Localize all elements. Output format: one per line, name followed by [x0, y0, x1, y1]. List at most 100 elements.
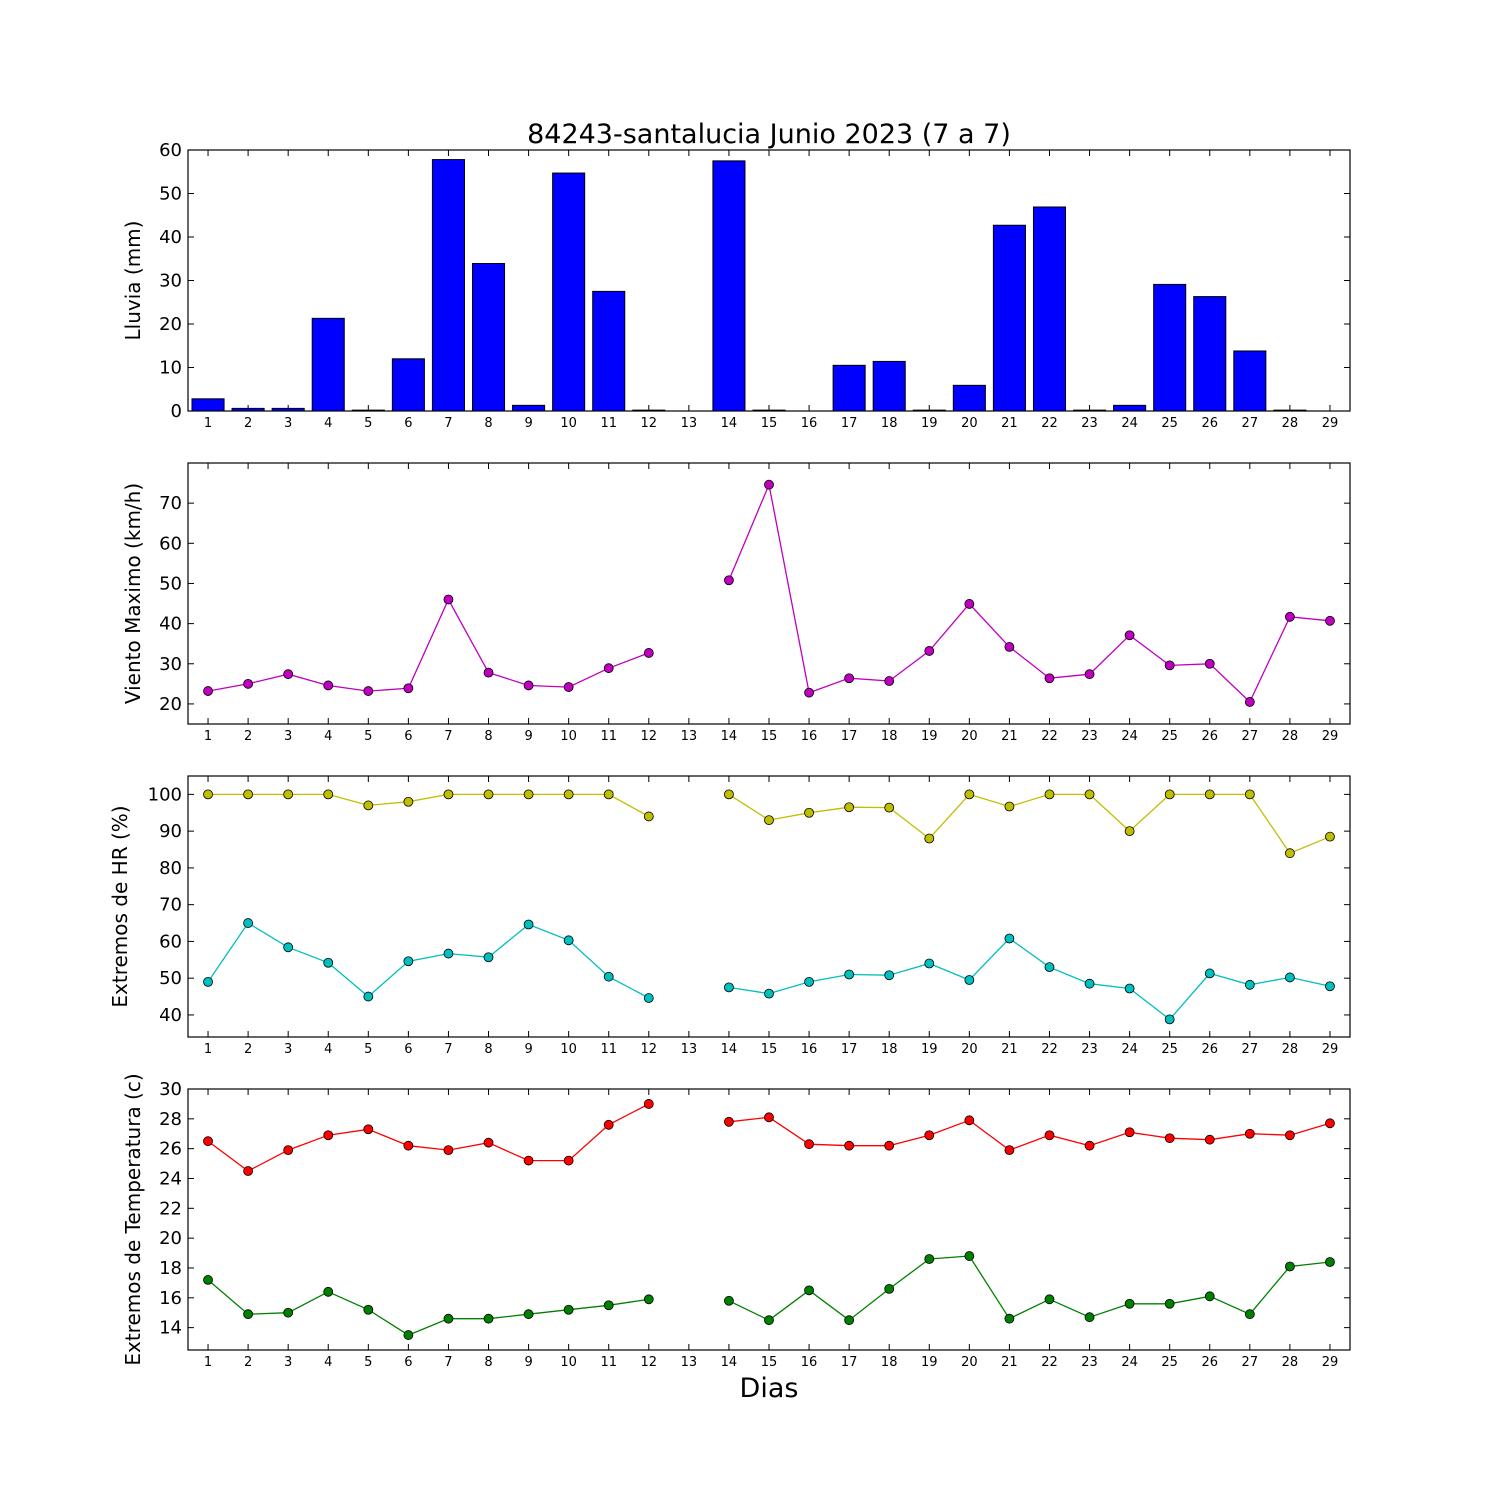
- data-point: [844, 673, 855, 684]
- data-point: [1325, 831, 1335, 842]
- data-point: [323, 1130, 334, 1141]
- data-point: [1204, 1134, 1215, 1145]
- data-point: [603, 789, 614, 800]
- y-axis-label: Extremos de Temperatura (c): [121, 1073, 145, 1365]
- data-point: [443, 594, 454, 605]
- y-tick-label: 30: [159, 654, 182, 675]
- x-tick-label: 6: [404, 1355, 412, 1370]
- x-tick-label: 23: [1081, 1355, 1098, 1370]
- data-point: [483, 789, 494, 800]
- x-tick-label: 10: [560, 1355, 577, 1370]
- data-point: [283, 1307, 294, 1318]
- data-point: [443, 1145, 454, 1156]
- x-tick-label: 21: [1001, 1355, 1018, 1370]
- data-point: [563, 1304, 574, 1315]
- data-point: [1284, 972, 1295, 983]
- data-point: [523, 1309, 534, 1320]
- data-point: [964, 1251, 975, 1261]
- bar: [952, 384, 986, 412]
- y-tick-label: 70: [159, 493, 182, 514]
- data-point: [724, 575, 734, 586]
- x-tick-label: 7: [444, 1042, 452, 1057]
- data-point: [483, 667, 494, 678]
- x-tick-label: 14: [721, 729, 738, 744]
- data-point: [1044, 1130, 1055, 1141]
- data-point: [243, 918, 254, 928]
- x-tick-label: 1: [204, 416, 212, 431]
- data-point: [643, 993, 654, 1003]
- x-tick-label: 17: [841, 416, 858, 431]
- data-point: [403, 1140, 414, 1151]
- data-point: [1204, 658, 1215, 669]
- data-point: [203, 1275, 213, 1285]
- x-tick-label: 23: [1081, 416, 1098, 431]
- x-tick-label: 17: [841, 729, 858, 744]
- x-tick-label: 27: [1242, 1355, 1259, 1370]
- x-tick-label: 7: [444, 729, 452, 744]
- bar: [592, 290, 626, 412]
- bar: [1153, 283, 1187, 412]
- data-point: [844, 802, 855, 813]
- data-point: [764, 479, 774, 490]
- x-tick-label: 10: [560, 729, 577, 744]
- x-tick-label: 15: [761, 1042, 778, 1057]
- bar: [512, 404, 546, 412]
- series-line: [208, 793, 650, 817]
- data-point: [1044, 789, 1055, 800]
- x-tick-label: 14: [721, 1355, 738, 1370]
- chart-title: 84243-santalucia Junio 2023 (7 a 7): [527, 119, 1011, 150]
- data-point: [603, 971, 614, 982]
- data-point: [1124, 826, 1135, 837]
- y-tick-label: 100: [148, 784, 182, 805]
- data-point: [764, 815, 774, 826]
- x-tick-label: 29: [1322, 729, 1339, 744]
- x-tick-label: 7: [444, 416, 452, 431]
- x-tick-label: 19: [921, 1042, 938, 1057]
- x-tick-label: 26: [1201, 1355, 1218, 1370]
- data-point: [1164, 1133, 1175, 1144]
- bar: [471, 263, 506, 412]
- data-point: [964, 599, 975, 609]
- x-tick-label: 6: [404, 416, 412, 431]
- data-point: [243, 1309, 254, 1320]
- x-tick-label: 24: [1121, 1355, 1138, 1370]
- bar: [832, 364, 866, 412]
- data-point: [203, 976, 213, 987]
- x-tick-label: 9: [524, 416, 532, 431]
- data-point: [964, 1115, 975, 1126]
- x-tick-label: 9: [524, 1355, 532, 1370]
- x-tick-label: 21: [1001, 1042, 1018, 1057]
- bar: [1032, 206, 1067, 412]
- x-tick-label: 14: [721, 1042, 738, 1057]
- y-tick-label: 60: [159, 140, 182, 161]
- data-point: [964, 975, 975, 985]
- data-point: [403, 956, 414, 967]
- series-line: [728, 1255, 1331, 1322]
- bar: [752, 409, 786, 412]
- x-tick-label: 7: [444, 1355, 452, 1370]
- x-tick-label: 18: [881, 416, 898, 431]
- data-point: [1004, 642, 1015, 652]
- data-point: [363, 1124, 374, 1135]
- data-point: [643, 648, 654, 658]
- data-point: [203, 1136, 213, 1147]
- x-tick-label: 20: [961, 1355, 978, 1370]
- x-tick-label: 16: [801, 1042, 818, 1057]
- x-tick-label: 28: [1282, 416, 1299, 431]
- data-point: [203, 686, 213, 696]
- y-tick-label: 20: [159, 314, 182, 335]
- bar: [912, 409, 946, 412]
- data-point: [1164, 789, 1175, 800]
- bar: [552, 172, 586, 412]
- data-point: [1084, 978, 1095, 989]
- data-point: [363, 800, 374, 811]
- data-point: [1244, 789, 1255, 800]
- data-point: [643, 1294, 654, 1305]
- x-tick-label: 25: [1161, 1355, 1178, 1370]
- x-tick-label: 17: [841, 1042, 858, 1057]
- data-point: [724, 789, 734, 800]
- x-tick-label: 8: [484, 1355, 492, 1370]
